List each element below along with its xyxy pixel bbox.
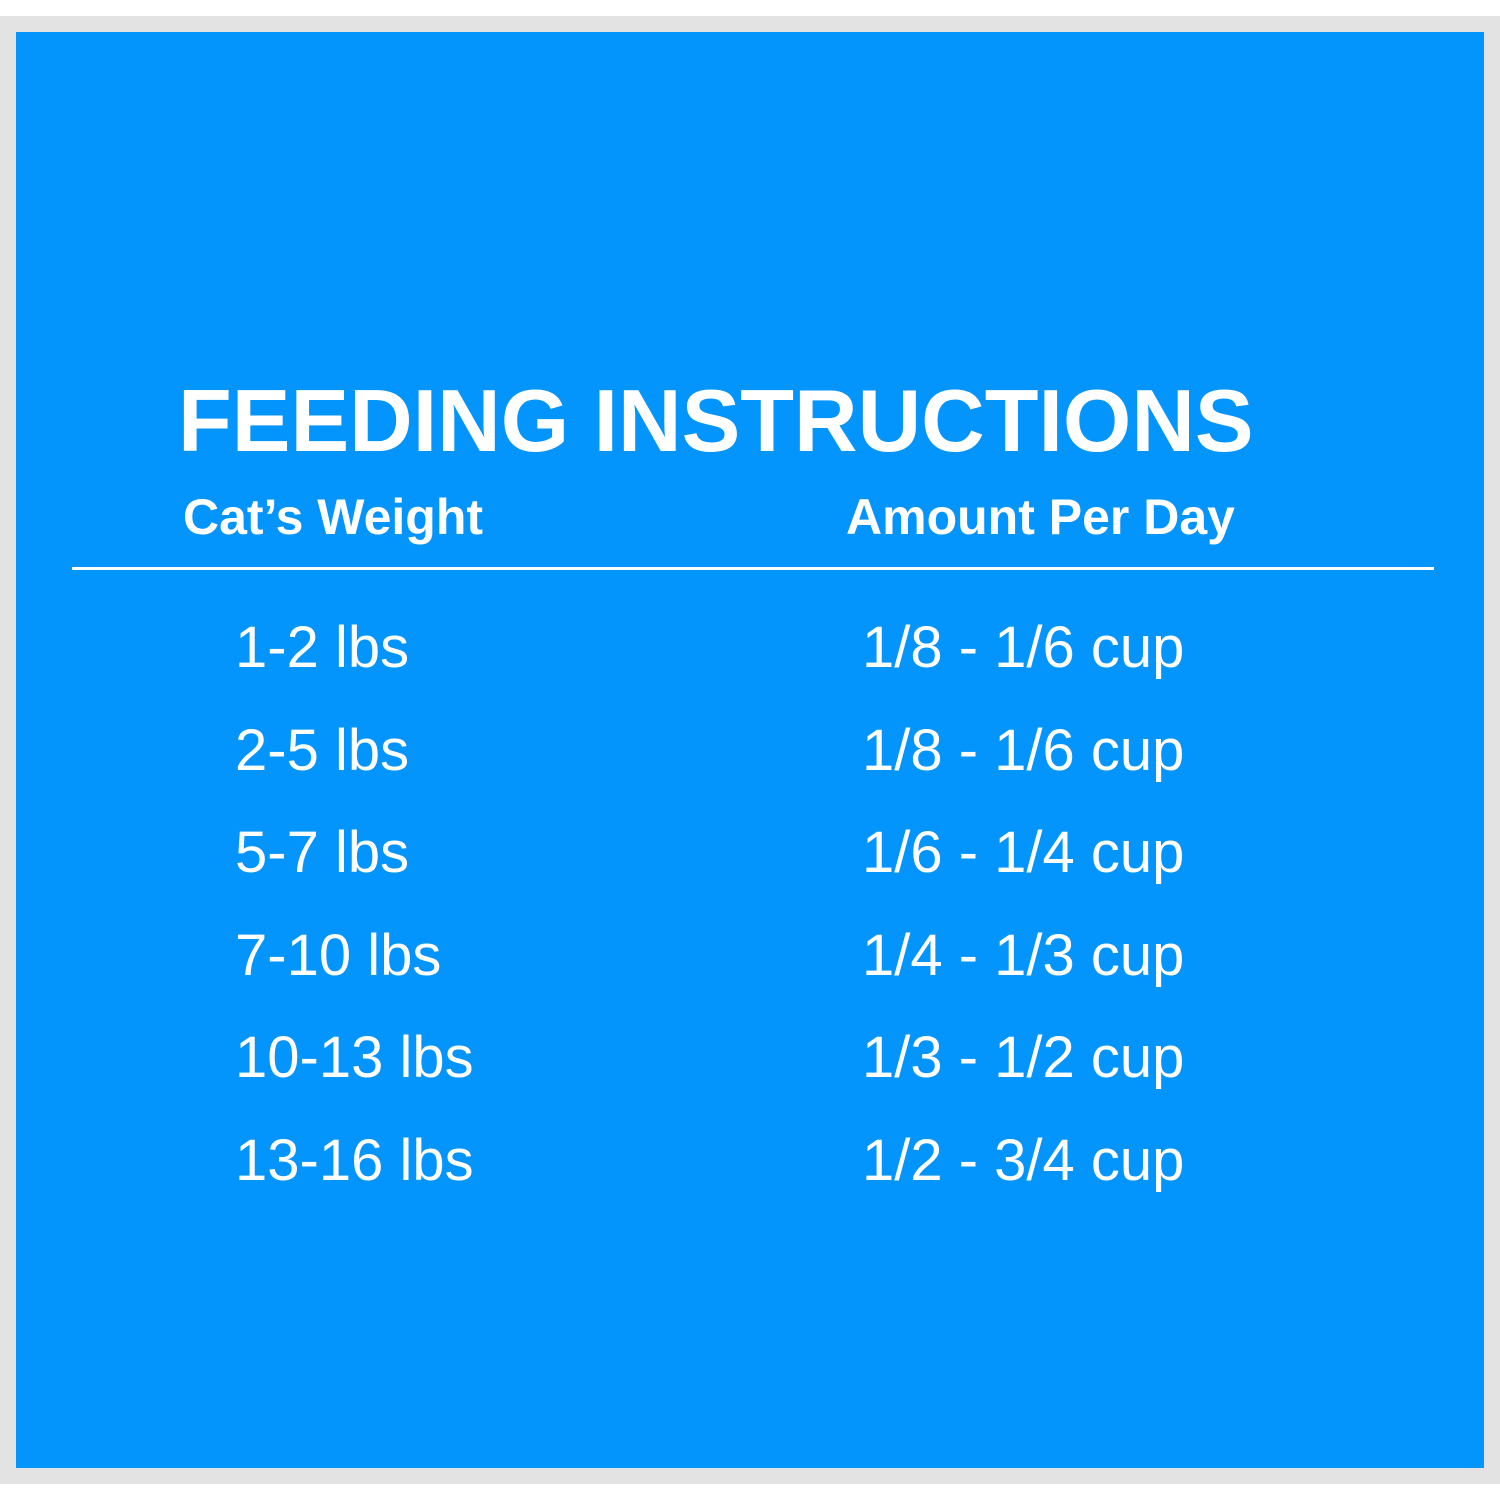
table-cell: 10-13 lbs bbox=[235, 1025, 474, 1090]
table-cell: 1/8 - 1/6 cup bbox=[862, 615, 1185, 680]
table-cell: 13-16 lbs bbox=[235, 1127, 474, 1193]
column-header: Cat’s Weight bbox=[183, 489, 484, 545]
divider bbox=[72, 567, 1434, 570]
column-header: Amount Per Day bbox=[846, 489, 1235, 545]
panel bbox=[16, 32, 1484, 1468]
table-cell: 1/2 - 3/4 cup bbox=[862, 1127, 1185, 1193]
table-cell: 1/3 - 1/2 cup bbox=[862, 1025, 1185, 1090]
table-cell: 7-10 lbs bbox=[235, 922, 442, 988]
table-cell: 5-7 lbs bbox=[235, 820, 410, 885]
title: FEEDING INSTRUCTIONS bbox=[178, 371, 1254, 470]
table-cell: 1/4 - 1/3 cup bbox=[862, 922, 1185, 988]
table-cell: 1/8 - 1/6 cup bbox=[862, 717, 1185, 783]
table-cell: 1-2 lbs bbox=[235, 615, 410, 680]
table-cell: 2-5 lbs bbox=[235, 717, 410, 783]
table-cell: 1/6 - 1/4 cup bbox=[862, 820, 1185, 885]
